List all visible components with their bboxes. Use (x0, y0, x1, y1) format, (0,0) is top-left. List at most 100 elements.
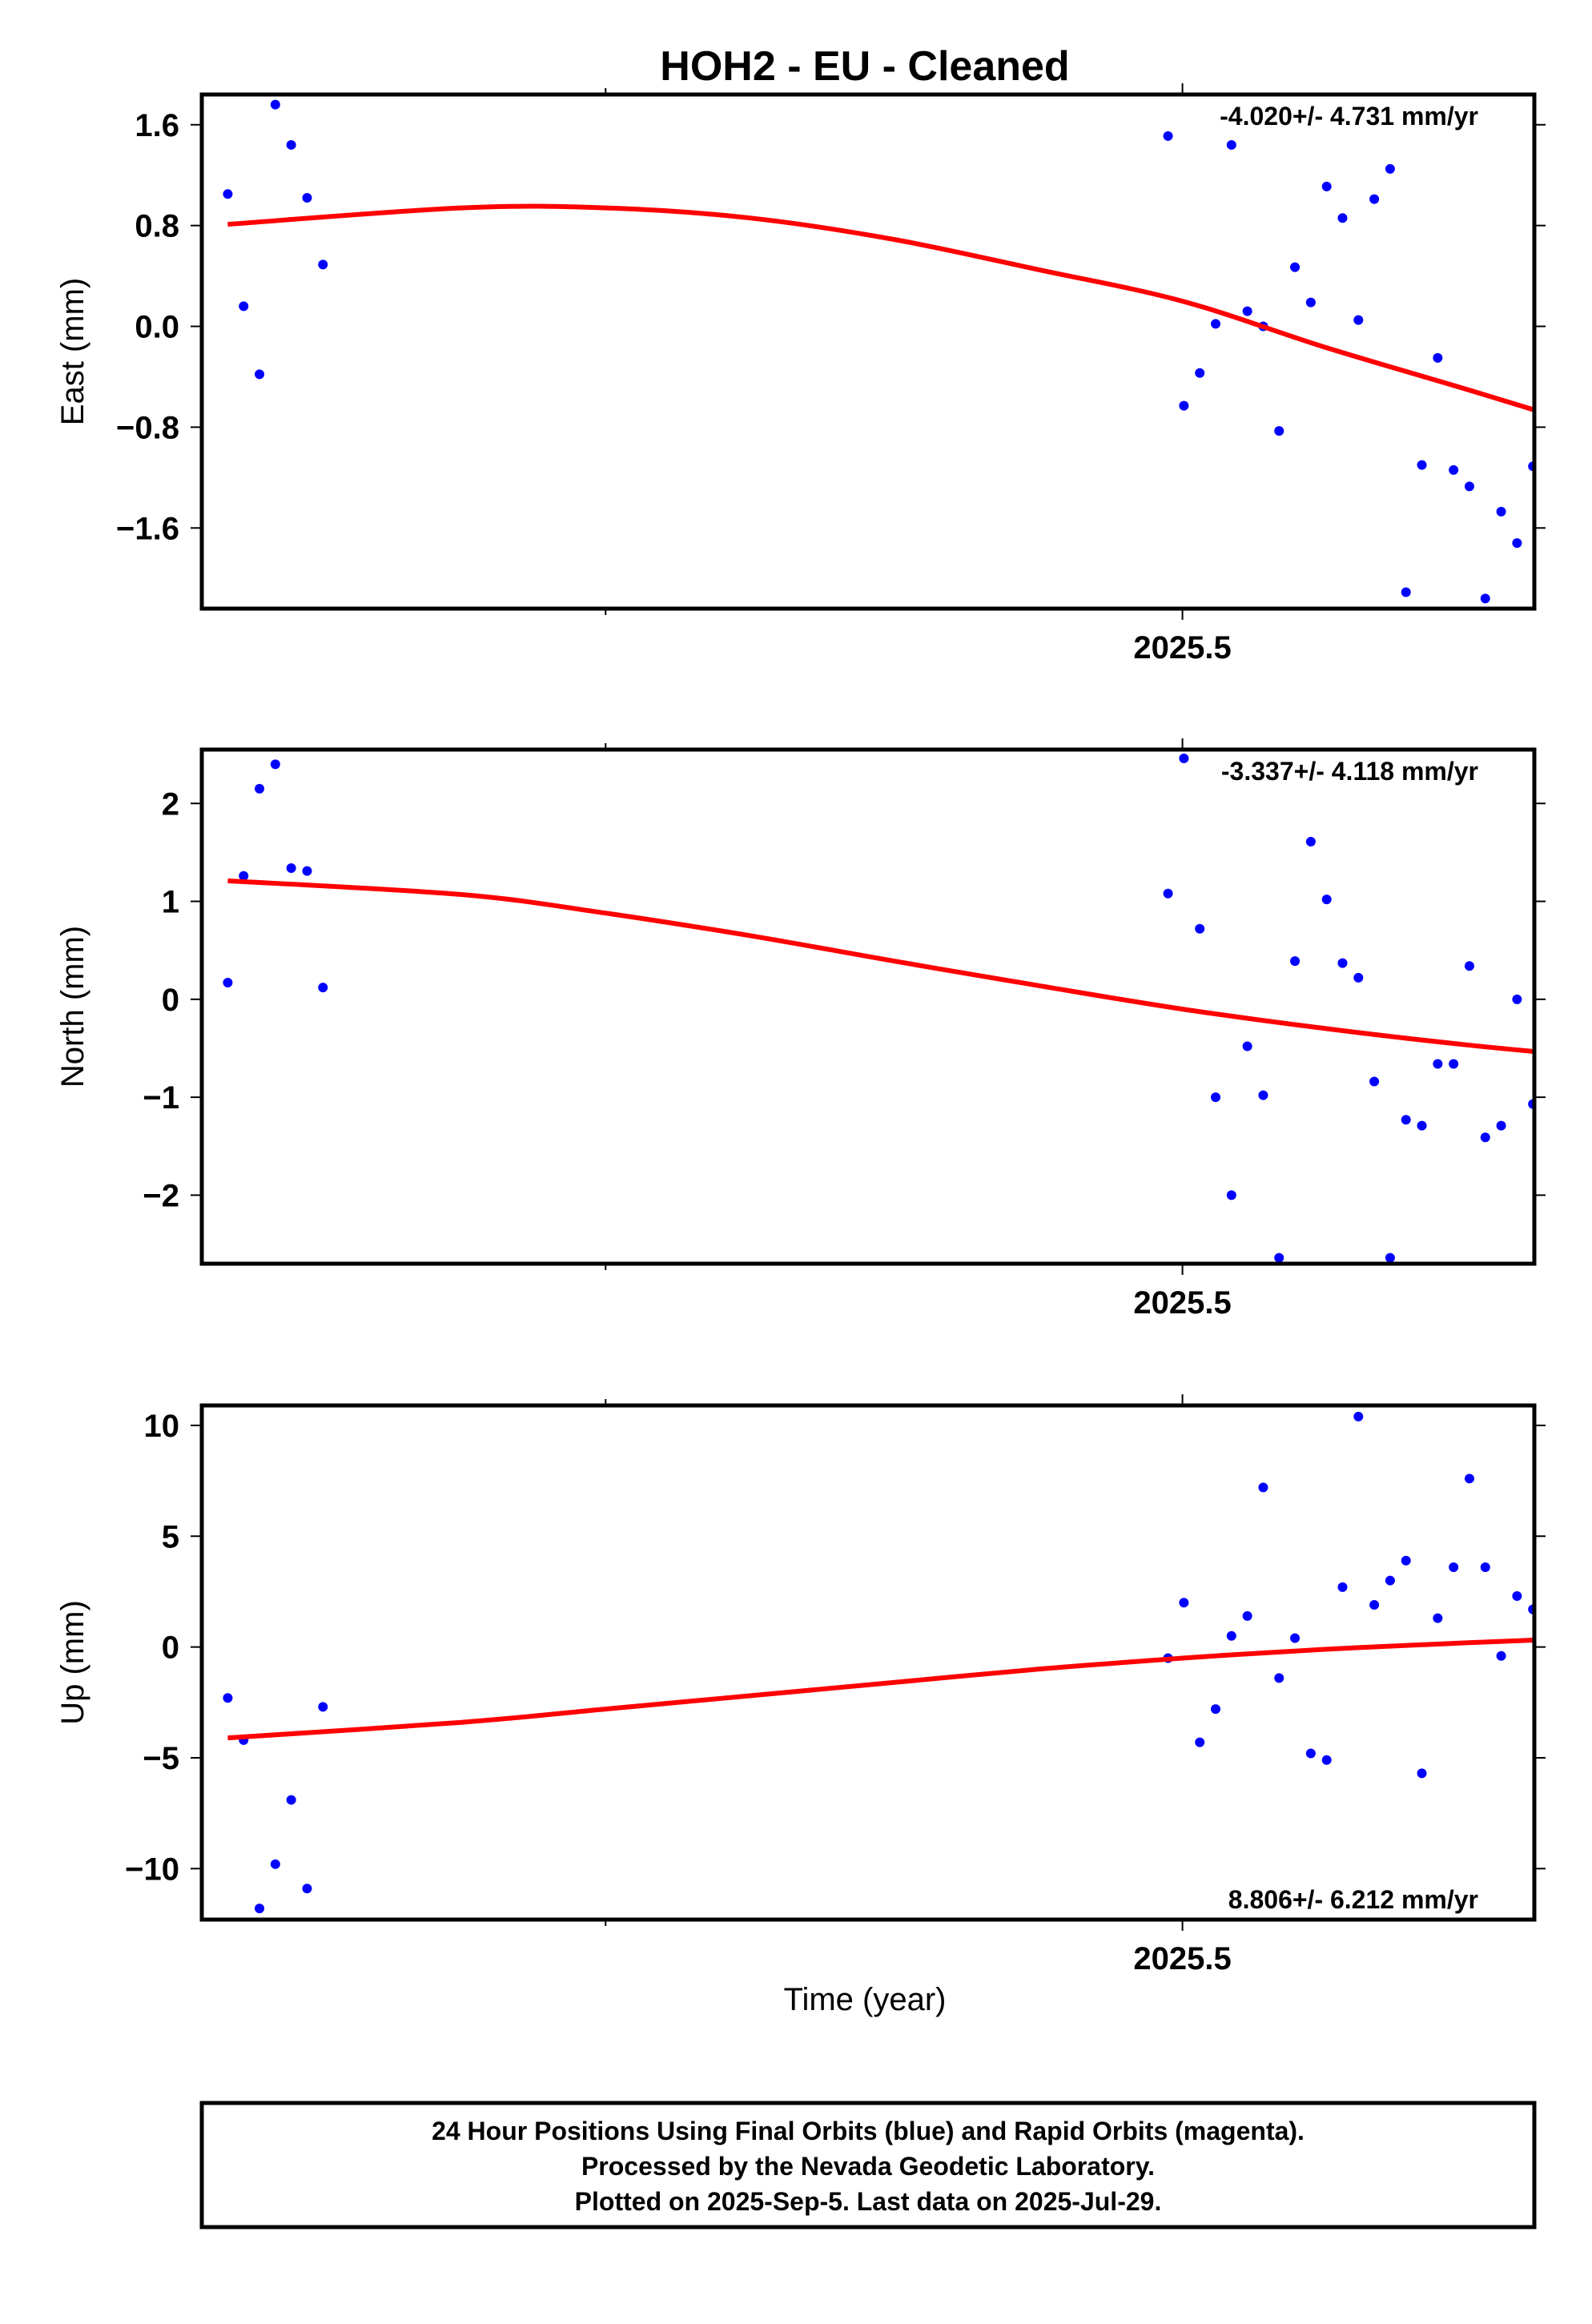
data-point (1290, 956, 1301, 967)
data-point (1433, 1059, 1443, 1069)
data-point (1576, 363, 1586, 372)
data-point (1226, 1190, 1236, 1200)
caption-frame (199, 2101, 1537, 2230)
data-point (1242, 306, 1252, 316)
data-point (1353, 1411, 1364, 1421)
data-point (1195, 368, 1205, 378)
data-point (1512, 1590, 1522, 1601)
data-point (1274, 1252, 1284, 1263)
caption-box: 24 Hour Positions Using Final Orbits (bl… (199, 2101, 1537, 2230)
data-point (1305, 297, 1316, 308)
data-point (1163, 888, 1173, 899)
data-point (286, 1795, 296, 1805)
panel-up: 10 5 0 −5 −10 2025.5 8.806+/- 6.212 mm/yr Up (m… (55, 1394, 1586, 1976)
data-point (1496, 1651, 1506, 1661)
data-point (1226, 1630, 1236, 1641)
y-tick-label: 0.8 (135, 209, 179, 244)
data-point (1433, 352, 1443, 363)
data-point (255, 1904, 265, 1914)
data-point (1576, 975, 1586, 984)
data-point (1321, 1755, 1332, 1765)
data-point (1369, 194, 1380, 204)
data-point (1576, 1851, 1586, 1860)
data-point (1321, 895, 1332, 905)
data-point (239, 301, 249, 312)
data-point (1385, 1575, 1395, 1586)
data-point (1211, 1704, 1221, 1715)
y-tick-label: 5 (162, 1519, 179, 1554)
data-point (255, 369, 265, 380)
data-point (1290, 1633, 1301, 1643)
trend-line-up (227, 1637, 1534, 1741)
data-point (1544, 334, 1554, 344)
data-point (1337, 958, 1348, 968)
data-point (1163, 131, 1173, 141)
rate-label-east: -4.020+/- 4.731 mm/yr (1220, 102, 1478, 131)
data-point (1496, 1120, 1506, 1131)
data-points-up (223, 1411, 1586, 1914)
caption-line-2: Processed by the Nevada Geodetic Laborat… (581, 2152, 1155, 2181)
data-point (1417, 460, 1427, 470)
data-point (1226, 139, 1236, 150)
data-point (1560, 233, 1570, 243)
data-point (1544, 1611, 1554, 1621)
data-point (1179, 400, 1189, 411)
data-point (1211, 319, 1221, 329)
data-point (1179, 1598, 1189, 1608)
data-point (1353, 972, 1364, 983)
data-point (1496, 506, 1506, 517)
data-point (223, 1693, 233, 1703)
data-point (270, 759, 280, 770)
plot-frame-up (199, 1403, 1537, 1922)
data-point (1464, 961, 1474, 971)
data-point (1321, 181, 1332, 191)
y-tick-label: −5 (143, 1741, 179, 1776)
data-point (1560, 1027, 1570, 1036)
data-points-north (223, 754, 1586, 1263)
data-point (1274, 1673, 1284, 1683)
data-point (1449, 1562, 1459, 1573)
y-axis-title-north: North (mm) (55, 926, 90, 1088)
y-tick-label: 1.6 (135, 108, 179, 143)
data-point (1480, 1562, 1490, 1573)
y-tick-label: 0 (162, 1630, 179, 1666)
y-tick-label: −1 (143, 1080, 179, 1116)
x-tick-label: 2025.5 (1133, 630, 1231, 665)
data-point (1274, 426, 1284, 436)
data-point (1242, 1610, 1252, 1621)
data-point (1560, 1747, 1570, 1756)
y-tick-label: 10 (144, 1409, 180, 1444)
trend-line-east (227, 203, 1534, 413)
y-tick-label: 0.0 (135, 310, 179, 345)
data-point (1369, 1600, 1380, 1610)
data-point (1369, 1076, 1380, 1087)
data-point (318, 1702, 328, 1712)
data-point (1544, 1009, 1554, 1019)
y-axis-title-up: Up (mm) (55, 1600, 90, 1725)
data-point (1512, 538, 1522, 549)
data-point (318, 983, 328, 993)
data-point (1417, 1768, 1427, 1779)
data-point (1480, 1132, 1490, 1143)
data-point (1401, 1115, 1411, 1125)
data-point (1401, 587, 1411, 597)
data-point (239, 870, 249, 881)
panel-east: 1.6 0.8 0.0 −0.8 −1.6 2025.5 -4.020+/- 4.731 m… (55, 83, 1586, 665)
data-point (1290, 262, 1301, 272)
data-point (1449, 1059, 1459, 1069)
page-title: HOH2 - EU - Cleaned (660, 43, 1069, 90)
plot-frame-north (199, 747, 1537, 1266)
data-point (1242, 1041, 1252, 1051)
data-point (1195, 1737, 1205, 1747)
rate-label-north: -3.337+/- 4.118 mm/yr (1221, 757, 1478, 786)
caption-line-3: Plotted on 2025-Sep-5. Last data on 2025… (575, 2187, 1162, 2216)
plot-frame-east (199, 92, 1537, 611)
data-point (1449, 464, 1459, 475)
rate-label-up: 8.806+/- 6.212 mm/yr (1228, 1885, 1478, 1914)
data-point (1337, 213, 1348, 223)
data-point (223, 978, 233, 988)
data-point (223, 189, 233, 199)
data-point (1258, 1482, 1268, 1493)
x-tick-label: 2025.5 (1133, 1941, 1231, 1976)
